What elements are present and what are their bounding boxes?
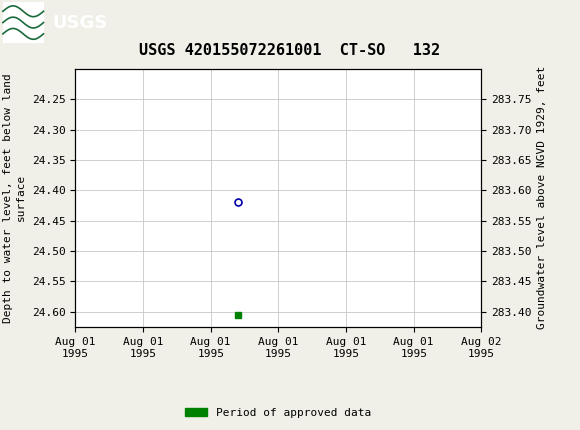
Text: USGS 420155072261001  CT-SO   132: USGS 420155072261001 CT-SO 132 [139, 43, 441, 58]
Y-axis label: Depth to water level, feet below land
surface: Depth to water level, feet below land su… [3, 73, 26, 322]
Legend: Period of approved data: Period of approved data [181, 403, 376, 422]
Y-axis label: Groundwater level above NGVD 1929, feet: Groundwater level above NGVD 1929, feet [537, 66, 547, 329]
Text: USGS: USGS [52, 14, 107, 31]
Bar [3, 2, 43, 43]
